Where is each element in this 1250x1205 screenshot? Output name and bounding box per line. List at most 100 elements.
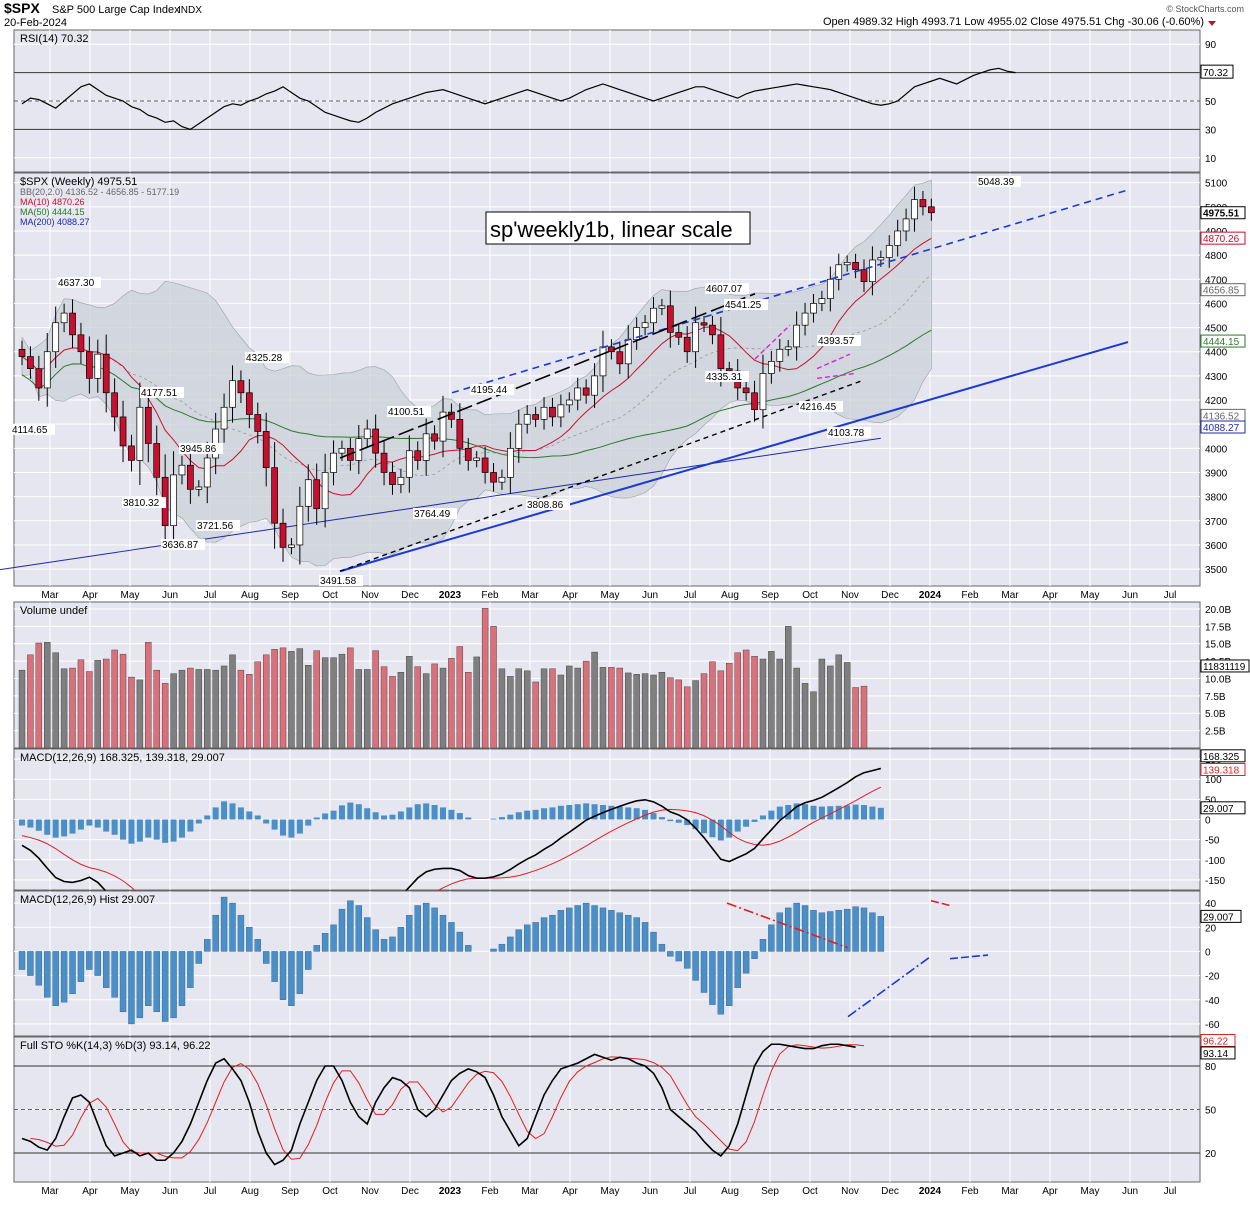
macd-hist-bar: [625, 807, 632, 820]
hist-bar: [700, 951, 708, 993]
x-axis-label: Nov: [841, 1186, 859, 1197]
x-axis-label: Feb: [961, 590, 979, 601]
hist-bar: [119, 951, 127, 1013]
candle-up: [60, 312, 68, 324]
volume-bar: [44, 642, 51, 749]
macd-hist-bar: [229, 803, 236, 820]
divergence-line: [930, 899, 951, 907]
volume-bar: [128, 676, 135, 749]
hist-bar: [675, 951, 682, 962]
macd-hist-bar: [524, 810, 531, 820]
candle-down: [751, 392, 758, 411]
candle-up: [473, 457, 481, 461]
macd-hist-bar: [103, 819, 110, 832]
symbol-title: $SPX: [4, 0, 40, 16]
volume-bars: [18, 608, 868, 749]
hist-bar: [625, 914, 632, 952]
candle-down: [111, 392, 118, 418]
price-label: 3945.86: [180, 444, 217, 455]
volume-bar: [212, 669, 219, 749]
candle-up: [195, 486, 203, 490]
hist-bar: [204, 939, 211, 952]
x-axis-label: Jun: [162, 590, 178, 601]
volume-bar: [195, 669, 203, 749]
hist-bar: [448, 922, 455, 952]
macd-hist-bar: [381, 815, 388, 820]
x-axis-label: Aug: [241, 1186, 259, 1197]
hist-bar: [860, 907, 868, 952]
bollinger-band: [21, 179, 932, 567]
volume-bar: [204, 669, 211, 749]
divergence-line: [726, 902, 849, 949]
price-label: 4114.65: [12, 425, 48, 436]
macd-hist-bar: [818, 806, 825, 820]
hist-bar: [810, 910, 817, 952]
candle-down: [279, 522, 287, 548]
price-label: 3721.56: [197, 521, 234, 532]
macd-hist-bar: [162, 819, 169, 843]
price-label-bg: [140, 387, 184, 398]
macd-hist-bar: [633, 808, 640, 820]
candle-down: [372, 428, 379, 454]
macd-hist-bar: [877, 807, 884, 820]
candle-down: [431, 433, 438, 442]
candle-up: [835, 264, 843, 280]
macd-hist-bar: [44, 819, 51, 835]
candle-down: [237, 380, 245, 394]
price-tick-label: 5100: [1205, 179, 1228, 190]
hist-bar: [431, 907, 438, 952]
macd-hist-bar: [280, 819, 287, 836]
price-label-bg: [977, 176, 1021, 187]
volume-bar: [448, 658, 455, 749]
price-label-bg: [319, 575, 363, 586]
candle-up: [304, 479, 312, 507]
candle-down: [532, 414, 539, 420]
hist-bar: [439, 914, 447, 952]
macd-hist-bar: [69, 819, 76, 834]
brand-logo: © StockCharts.com: [1166, 4, 1244, 14]
x-axis-label: Jun: [642, 590, 658, 601]
x-axis-label: Feb: [961, 1186, 979, 1197]
hist-bar: [717, 951, 725, 1015]
macd-hist-bar: [776, 806, 783, 820]
x-axis-label: Oct: [802, 1186, 818, 1197]
candle-down: [666, 305, 674, 333]
candle-down: [675, 332, 683, 338]
histogram-bars: [18, 896, 885, 1025]
hist-bar: [195, 951, 203, 964]
volume-bar: [574, 667, 581, 749]
rsi-last-value: 70.32: [1203, 68, 1228, 79]
candle-up: [793, 324, 800, 348]
macd-hist-bar: [844, 805, 851, 820]
x-axis-label: Nov: [841, 590, 859, 601]
candle-down: [119, 416, 127, 447]
hist-bar: [372, 929, 379, 952]
volume-bar: [793, 667, 800, 749]
candle-up: [136, 406, 144, 461]
hist-last-box: [1200, 909, 1242, 923]
right-value-label: 4975.51: [1203, 209, 1240, 220]
hist-bar: [591, 905, 598, 952]
index-name: S&P 500 Large Cap Index: [52, 4, 180, 16]
resistance-trendline: [451, 189, 1129, 394]
volume-bar: [465, 672, 472, 749]
volume-bar: [717, 670, 725, 749]
macd-hist-bar: [759, 815, 766, 820]
volume-bar: [683, 686, 691, 749]
legend-entry: BB(20,2.0) 4136.52 - 4656.85 - 5177.19: [20, 187, 179, 197]
volume-bar: [296, 648, 304, 749]
candle-up: [843, 262, 851, 266]
candle-down: [245, 392, 253, 415]
price-label: 4541.25: [725, 300, 762, 311]
volume-bar: [827, 665, 834, 749]
macd-hist-bar: [667, 819, 674, 822]
price-label-bg: [196, 520, 240, 531]
macd-hist-bar: [136, 819, 143, 842]
volume-bar: [178, 669, 186, 749]
hist-last-value: 29.007: [1203, 912, 1234, 923]
candle-down: [919, 199, 927, 208]
price-label: 5048.39: [978, 177, 1015, 188]
hist-bar: [27, 951, 34, 976]
x-axis-label: Aug: [721, 1186, 739, 1197]
candle-up: [784, 346, 792, 350]
